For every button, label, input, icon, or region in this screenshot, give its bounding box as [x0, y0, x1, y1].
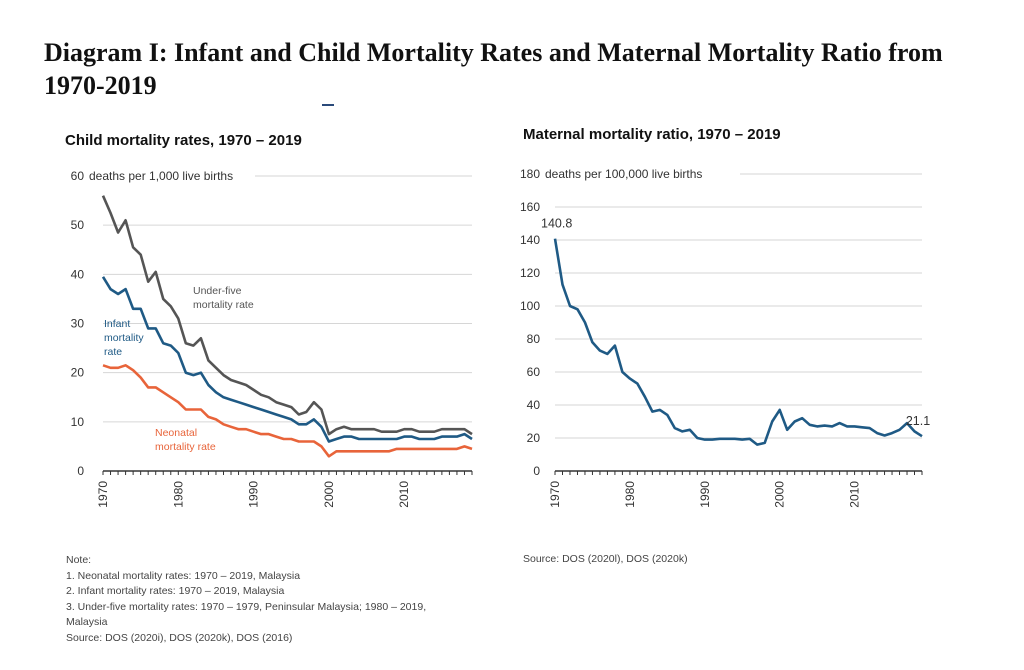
- series-line-neonatal-mortality-rate: [102, 363, 473, 458]
- series-label: Infant: [104, 318, 130, 330]
- note-line-4: Malaysia: [66, 616, 108, 628]
- series-label: Neonatal: [155, 427, 197, 439]
- y-tick-label: 60: [527, 365, 541, 379]
- x-tick-label: 1970: [548, 481, 562, 508]
- y-tick-label: 50: [71, 218, 85, 232]
- x-tick-label: 2010: [848, 481, 862, 508]
- y-tick-label: 0: [77, 464, 84, 478]
- child-mortality-chart: 0 10 20 30 40 50 60 deaths per 1,000 live birth…: [71, 169, 473, 508]
- y-tick-label: 60: [71, 169, 85, 183]
- child-mortality-chart-title: Child mortality rates, 1970 – 2019: [65, 132, 302, 149]
- y-tick-label: 40: [71, 267, 85, 281]
- y-tick-label: 20: [527, 431, 541, 445]
- series-line-under-five-mortality-rate: [101, 195, 473, 436]
- note-line-2: 2. Infant mortality rates: 1970 – 2019, …: [66, 585, 285, 597]
- data-label: 140.8: [541, 217, 572, 231]
- series-label: Under-five: [193, 285, 242, 297]
- x-tick-label: 2000: [773, 481, 787, 508]
- maternal-mortality-chart: 0 20 40 60 80 100 120 140 160 180 deaths per 100,0…: [520, 167, 930, 508]
- series-line-infant-mortality-rate: [101, 276, 473, 443]
- data-label: 21.1: [906, 414, 930, 428]
- note-heading: Note:: [66, 554, 92, 566]
- x-tick-label: 1970: [96, 481, 110, 508]
- y-tick-label: 30: [71, 317, 85, 331]
- series-line-maternal-mortality-ratio: [553, 238, 923, 446]
- y-tick-label: 120: [520, 266, 540, 280]
- x-tick-label: 2000: [322, 481, 336, 508]
- y-axis-unit-label: deaths per 1,000 live births: [89, 169, 233, 183]
- note-line-3: 3. Under-five mortality rates: 1970 – 19…: [66, 600, 427, 613]
- y-tick-label: 0: [533, 464, 540, 478]
- y-tick-label: 40: [527, 398, 541, 412]
- x-tick-label: 1980: [171, 481, 185, 508]
- maternal-mortality-chart-title: Maternal mortality ratio, 1970 – 2019: [523, 126, 781, 143]
- maternal-source: Source: DOS (2020l), DOS (2020k): [523, 553, 688, 565]
- x-tick-label: 2010: [397, 481, 411, 508]
- series-label: mortality rate: [193, 299, 254, 311]
- series-label: mortality rate: [155, 441, 216, 453]
- page-title: Diagram I: Infant and Child Mortality Ra…: [44, 38, 943, 100]
- y-tick-label: 180: [520, 167, 540, 181]
- note-line-1: 1. Neonatal mortality rates: 1970 – 2019…: [66, 569, 301, 582]
- note-source: Source: DOS (2020i), DOS (2020k), DOS (2…: [66, 631, 293, 644]
- y-tick-label: 160: [520, 200, 540, 214]
- series-label: mortality: [104, 332, 144, 344]
- notes-block: Note: 1. Neonatal mortality rates: 1970 …: [66, 553, 496, 646]
- y-tick-label: 80: [527, 332, 541, 346]
- y-tick-label: 20: [71, 366, 85, 380]
- x-tick-label: 1990: [247, 481, 261, 508]
- y-tick-label: 100: [520, 299, 540, 313]
- y-tick-label: 10: [71, 415, 85, 429]
- text-cursor-mark: [322, 104, 334, 106]
- x-tick-label: 1990: [698, 481, 712, 508]
- y-axis-unit-label: deaths per 100,000 live births: [545, 167, 702, 181]
- series-label: rate: [104, 346, 122, 358]
- y-tick-label: 140: [520, 233, 540, 247]
- x-tick-label: 1980: [623, 481, 637, 508]
